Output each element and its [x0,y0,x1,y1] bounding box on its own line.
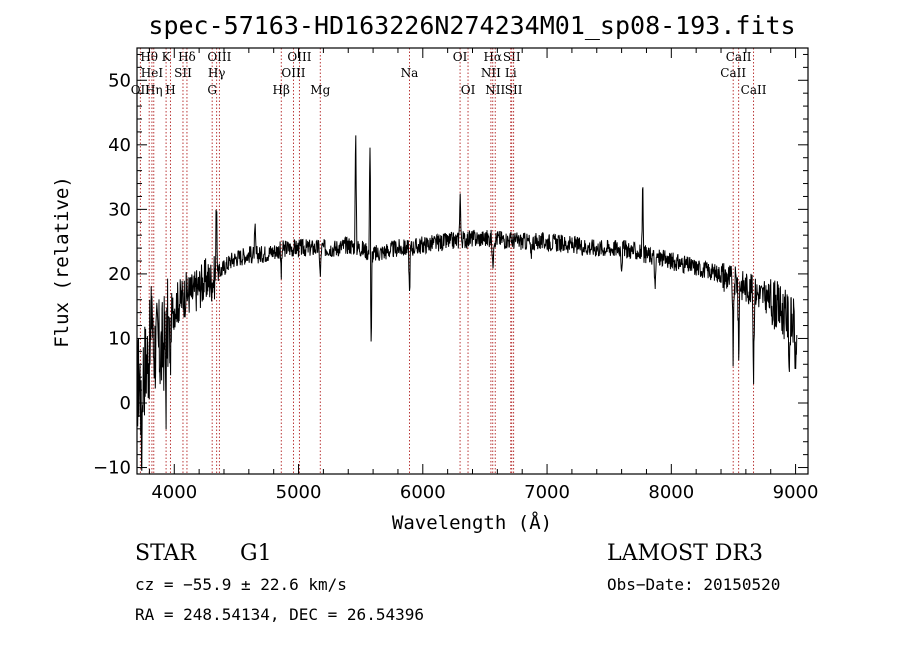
axes-layer: 4000 5000 6000 7000 8000 9000 −10 0 10 20 30 40 50 [93,47,819,503]
x-tick-label-4000: 4000 [151,482,197,503]
line-label-20: NII [485,83,505,97]
line-label-19: NII [481,66,501,80]
line-label-5: SII [174,66,192,80]
redshift-cz: cz = −55.9 ± 22.6 km/s [135,575,347,594]
line-label-15: Na [401,66,419,80]
line-label-14: Mg [310,83,330,97]
line-label-12: OIII [287,50,311,64]
x-tick-label-8000: 8000 [648,482,694,503]
line-label-26: CaII [741,83,767,97]
line-label-25: CaII [720,66,746,80]
line-label-10: G [207,83,217,97]
line-label-3: Hη [145,83,163,97]
line-label-4: K [162,50,172,64]
line-label-1: HeI [141,66,164,80]
x-axis-label: Wavelength (Å) [392,511,552,534]
x-tick-label-6000: 6000 [400,482,446,503]
y-tick-label-0: 0 [120,393,131,414]
chart-title: spec-57163-HD163226N274234M01_sp08-193.f… [148,11,795,40]
x-tick-label-7000: 7000 [524,482,570,503]
line-label-0: Hθ [140,50,158,64]
line-label-7: Hδ [178,50,196,64]
object-class: STAR [135,541,197,566]
x-tick-label-9000: 9000 [773,482,819,503]
y-tick-label-40: 40 [108,135,131,156]
x-tick-label-5000: 5000 [276,482,322,503]
y-tick-label--10: −10 [93,458,131,479]
observation-date: Obs−Date: 20150520 [607,575,780,594]
line-label-9: Hγ [208,66,226,80]
line-label-21: SII [503,50,521,64]
object-subclass: G1 [240,541,272,566]
line-label-23: SII [505,83,523,97]
y-axis-label: Flux (relative) [51,176,73,348]
line-label-13: OIII [281,66,305,80]
line-label-8: OIII [207,50,231,64]
y-tick-label-10: 10 [108,328,131,349]
y-tick-label-50: 50 [108,70,131,91]
survey-name: LAMOST DR3 [607,541,763,566]
y-tick-label-20: 20 [108,264,131,285]
line-label-6: H [165,83,175,97]
line-label-22: Li [505,66,517,80]
line-label-16: OI [453,50,468,64]
line-label-11: Hβ [273,83,290,97]
line-label-24: CaII [726,50,752,64]
ra-dec-coordinates: RA = 248.54134, DEC = 26.54396 [135,605,424,624]
spectrum-trace [136,135,798,471]
y-tick-label-30: 30 [108,199,131,220]
line-label-17: OI [461,83,476,97]
line-label-2: OII [131,83,151,97]
spectrum-layer [136,135,798,471]
line-label-18: Hα [483,50,502,64]
